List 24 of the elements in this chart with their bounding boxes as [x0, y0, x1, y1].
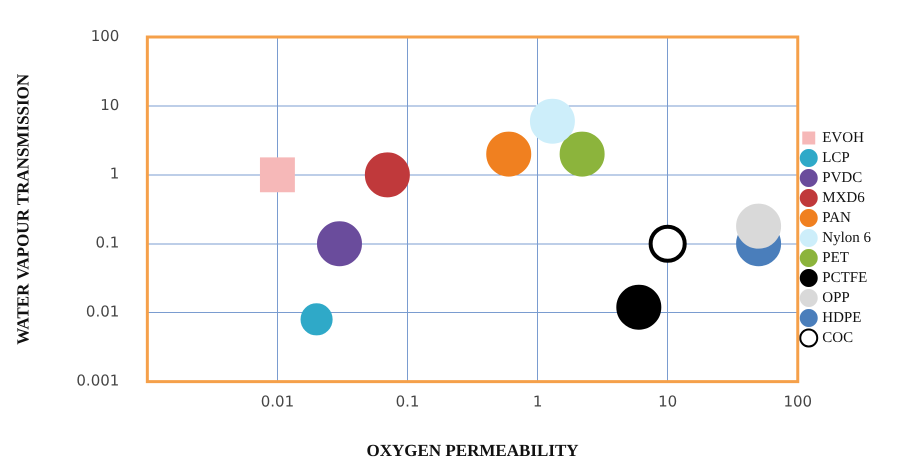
- legend-label: LCP: [822, 150, 850, 166]
- y-tick-label: 0.1: [95, 234, 120, 252]
- x-tick-label: 10: [658, 392, 678, 410]
- x-tick-label: 0.01: [260, 392, 294, 410]
- legend-label: PAN: [822, 210, 852, 226]
- y-tick-label: 100: [90, 26, 120, 45]
- x-tick-label: 0.1: [396, 392, 420, 410]
- y-tick-label: 0.001: [76, 371, 120, 390]
- x-tick-label: 1: [532, 392, 542, 410]
- legend-label: PCTFE: [822, 270, 868, 286]
- legend-label: COC: [822, 330, 854, 346]
- legend-label: PET: [822, 250, 849, 266]
- legend-label: MXD6: [822, 190, 866, 206]
- x-axis-title: OXYGEN PERMEABILITY: [366, 441, 579, 460]
- legend-label: PVDC: [822, 170, 862, 186]
- y-axis-title: WATER VAPOUR TRANSMISSION: [14, 73, 33, 345]
- legend-label: HDPE: [822, 310, 862, 326]
- y-tick-label: 0.01: [86, 302, 120, 321]
- x-tick-label: 100: [783, 392, 812, 410]
- y-tick-label: 1: [110, 164, 120, 183]
- legend-label: EVOH: [822, 130, 864, 146]
- legend-label: OPP: [822, 290, 850, 306]
- y-tick-label: 10: [100, 96, 120, 114]
- legend-label: Nylon 6: [822, 230, 872, 246]
